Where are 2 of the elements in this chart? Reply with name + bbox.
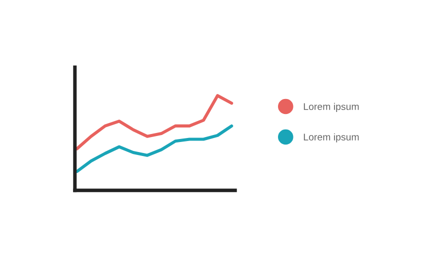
- legend-label: Lorem ipsum: [304, 133, 359, 142]
- legend-label: Lorem ipsum: [304, 102, 359, 112]
